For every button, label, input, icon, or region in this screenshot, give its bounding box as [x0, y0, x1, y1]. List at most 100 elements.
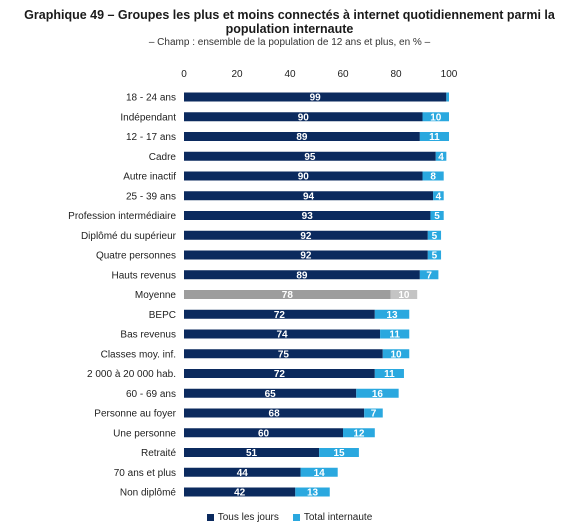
bar-total-internaute: [430, 211, 444, 220]
value-label-tous-les-jours: 90: [298, 172, 310, 183]
category-label: 60 - 69 ans: [126, 389, 176, 400]
value-label-total-internaute: 16: [372, 389, 384, 400]
value-label-total-internaute: 12: [353, 428, 365, 439]
bar-total-internaute: [356, 388, 399, 398]
value-label-total-internaute: 10: [398, 290, 410, 301]
category-label: 70 ans et plus: [114, 468, 176, 479]
bar-total-internaute: [419, 270, 439, 280]
x-tick-label: 80: [390, 69, 402, 80]
category-label: Diplômé du supérieur: [81, 231, 177, 242]
value-label-total-internaute: 11: [389, 330, 400, 341]
category-label: Moyenne: [135, 290, 177, 301]
bar-total-internaute: [295, 487, 330, 497]
bar-total-internaute: [380, 329, 410, 339]
value-label-tous-les-jours: 92: [300, 251, 312, 262]
category-label: Classes moy. inf.: [101, 349, 176, 360]
bar-total-internaute: [422, 171, 444, 181]
bar-row: 12 - 17 ans 89 11: [126, 132, 449, 143]
chart-subtitle: – Champ : ensemble de la population de 1…: [148, 37, 431, 48]
value-label-total-internaute: 8: [430, 172, 436, 183]
bar-row: 2 000 à 20 000 hab. 72 11: [87, 369, 404, 380]
category-label: Retraité: [141, 448, 176, 459]
category-label: 18 - 24 ans: [126, 93, 176, 104]
bar-total-internaute: [319, 448, 359, 457]
bar-row: Une personne 60 12: [113, 428, 375, 439]
bar-row: Moyenne 78 10: [135, 290, 418, 301]
bar-total-internaute: [433, 191, 444, 201]
value-label-total-internaute: 11: [384, 369, 395, 380]
value-label-tous-les-jours: 75: [278, 349, 290, 360]
bar-tous-les-jours: [184, 92, 447, 102]
bar-tous-les-jours: [184, 448, 320, 457]
category-label: Profession intermédiaire: [68, 211, 176, 222]
bar-tous-les-jours: [184, 250, 428, 260]
category-label: Non diplômé: [120, 488, 177, 499]
category-label: Hauts revenus: [112, 270, 176, 281]
value-label-tous-les-jours: 51: [246, 448, 258, 459]
bar-total-internaute: [390, 290, 418, 299]
value-label-tous-les-jours: 89: [296, 132, 308, 143]
bar-total-internaute: [382, 349, 410, 359]
bar-total-internaute: [435, 151, 447, 161]
bar-row: Quatre personnes 92 5: [96, 250, 442, 262]
bar-tous-les-jours: [184, 329, 381, 339]
bar-tous-les-jours: [184, 290, 391, 299]
bar-row: Non diplômé 42 13: [120, 487, 330, 499]
bar-tous-les-jours: [184, 132, 420, 141]
bar-row: BEPC 72 13: [149, 309, 410, 321]
bar-tous-les-jours: [184, 388, 357, 398]
legend: Tous les jours Total internaute: [0, 512, 579, 523]
category-label: Personne au foyer: [94, 409, 176, 420]
value-label-tous-les-jours: 65: [265, 389, 277, 400]
value-label-total-internaute: 11: [429, 132, 440, 143]
bar-tous-les-jours: [184, 171, 423, 181]
bar-row: Indépendant 90 10: [120, 112, 449, 123]
bar-row: Bas revenus 74 11: [120, 329, 410, 341]
bar-total-internaute: [364, 408, 383, 418]
value-label-total-internaute: 5: [434, 211, 440, 222]
bar-tous-les-jours: [184, 369, 375, 378]
bar-row: Classes moy. inf. 75 10: [101, 349, 410, 360]
value-label-tous-les-jours: 68: [269, 409, 281, 420]
value-label-total-internaute: 4: [436, 191, 442, 202]
bar-tous-les-jours: [184, 408, 365, 418]
value-label-tous-les-jours: 78: [282, 290, 294, 301]
x-axis: 0 20 40 60 80 100: [181, 69, 458, 80]
legend-item-series1: Tous les jours: [206, 512, 279, 523]
value-label-tous-les-jours: 89: [296, 270, 308, 281]
category-label: Quatre personnes: [96, 251, 176, 262]
bar-row: Cadre 95 4: [149, 151, 447, 163]
category-label: Une personne: [113, 428, 176, 439]
bar-tous-les-jours: [184, 151, 436, 161]
bar-tous-les-jours: [184, 211, 431, 220]
bar-total-internaute: [422, 112, 449, 122]
bar-tous-les-jours: [184, 428, 343, 438]
category-label: Bas revenus: [120, 330, 176, 341]
value-label-tous-les-jours: 95: [304, 152, 316, 163]
bar-total-internaute: [343, 428, 375, 438]
x-tick-label: 40: [284, 69, 296, 80]
value-label-total-internaute: 10: [390, 349, 402, 360]
bar-tous-les-jours: [184, 230, 428, 240]
bar-row: 70 ans et plus 44 14: [114, 467, 338, 479]
bar-row: Personne au foyer 68 7: [94, 408, 383, 420]
bar-tous-les-jours: [184, 191, 434, 201]
bar-row: Profession intermédiaire 93 5: [68, 211, 444, 222]
bar-tous-les-jours: [184, 112, 423, 122]
legend-label-series1: Tous les jours: [217, 512, 279, 523]
chart-title-line-1: Graphique 49 – Groupes les plus et moins…: [24, 8, 555, 22]
value-label-tous-les-jours: 72: [274, 369, 286, 380]
value-label-tous-les-jours: 93: [302, 211, 314, 222]
bar-total-internaute: [427, 250, 442, 260]
bar-total-internaute: [427, 230, 442, 240]
value-label-tous-les-jours: 92: [300, 231, 312, 242]
bar-total-internaute: [419, 132, 449, 141]
value-label-tous-les-jours: 90: [298, 112, 310, 123]
bar-total-internaute: [374, 369, 404, 378]
x-tick-label: 0: [181, 69, 187, 80]
category-label: 2 000 à 20 000 hab.: [87, 369, 176, 380]
bar-row: Autre inactif 90 8: [123, 171, 444, 183]
bar-tous-les-jours: [184, 467, 301, 477]
value-label-total-internaute: 4: [438, 152, 444, 163]
